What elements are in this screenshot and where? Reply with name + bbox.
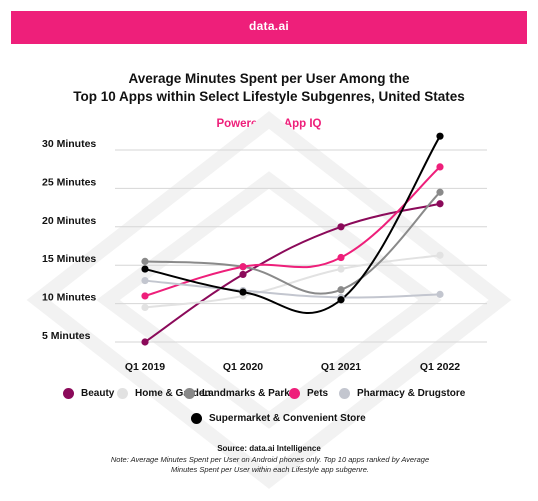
source-text: Source: data.ai Intelligence: [217, 444, 321, 453]
chart-title-line-1: Average Minutes Spent per User Among the: [128, 71, 410, 86]
legend-swatch: [289, 388, 300, 399]
series-lines: [144, 135, 441, 343]
legend-label: Supermarket & Convenient Store: [209, 413, 366, 424]
legend-item-beauty: Beauty: [63, 388, 114, 399]
data-point-beauty: [337, 223, 345, 231]
legend-item-home-garden: Home & Garden: [117, 388, 211, 399]
note-text: Note: Average Minutes Spent per User on …: [110, 455, 430, 474]
legend-item-pets: Pets: [289, 388, 328, 399]
series-line-supermarket-convenient-store: [144, 135, 441, 314]
legend-label: Pets: [307, 388, 329, 399]
data-point-pharmacy-drugstore: [141, 276, 149, 285]
series-points: [141, 132, 444, 346]
x-axis-tick-labels: Q1 2019 Q1 2020 Q1 2021 Q1 2022: [125, 361, 460, 373]
chart-title-line-2: Top 10 Apps within Select Lifestyle Subg…: [73, 89, 465, 104]
y-tick-label: 10 Minutes: [42, 292, 96, 304]
legend-label: Beauty: [81, 388, 115, 399]
x-tick-label: Q1 2022: [420, 361, 460, 373]
x-tick-label: Q1 2019: [125, 361, 165, 373]
data-point-pets: [141, 292, 149, 300]
data-point-pets: [436, 163, 444, 171]
legend-label: Pharmacy & Drugstore: [357, 388, 466, 399]
legend-item-landmarks-parks: Landmarks & Parks: [184, 388, 295, 399]
data-point-home-garden: [436, 251, 444, 259]
data-point-beauty: [239, 270, 247, 279]
legend-label: Landmarks & Parks: [202, 388, 296, 399]
x-tick-label: Q1 2021: [321, 361, 361, 373]
data-point-landmarks-parks: [337, 286, 345, 294]
data-point-supermarket-convenient-store: [239, 288, 247, 296]
legend-item-supermarket-convenient-store: Supermarket & Convenient Store: [191, 413, 366, 424]
y-axis-tick-labels: 5 Minutes 10 Minutes 15 Minutes 20 Minutes 2…: [42, 138, 96, 342]
data-point-home-garden: [141, 303, 149, 312]
legend-swatch: [184, 388, 195, 399]
data-point-pharmacy-drugstore: [436, 290, 444, 298]
series-line-pets: [144, 166, 441, 297]
legend-swatch: [63, 388, 74, 399]
x-tick-label: Q1 2020: [223, 361, 263, 373]
data-point-landmarks-parks: [436, 188, 444, 196]
legend-label: Home & Garden: [135, 388, 211, 399]
legend-swatch: [117, 388, 128, 399]
y-tick-label: 30 Minutes: [42, 138, 96, 150]
legend-item-pharmacy-drugstore: Pharmacy & Drugstore: [339, 388, 465, 399]
data-point-landmarks-parks: [141, 257, 149, 265]
data-point-beauty: [436, 200, 444, 208]
y-tick-label: 25 Minutes: [42, 176, 96, 188]
data-point-pets: [337, 253, 345, 262]
header-banner: data.ai: [11, 11, 527, 44]
y-tick-label: 15 Minutes: [42, 253, 96, 265]
series-line-pharmacy-drugstore: [144, 279, 441, 299]
watermark-diamond: [26, 111, 512, 489]
series-line-home-garden: [144, 254, 441, 309]
data-point-supermarket-convenient-store: [141, 265, 149, 273]
brand-logo: data.ai: [248, 19, 290, 33]
y-tick-label: 20 Minutes: [42, 215, 96, 227]
data-point-pets: [239, 263, 247, 271]
series-line-landmarks-parks: [144, 191, 441, 295]
legend-swatch: [339, 388, 350, 399]
data-point-supermarket-convenient-store: [436, 132, 444, 140]
legend-swatch: [191, 413, 202, 424]
y-tick-label: 5 Minutes: [42, 330, 91, 342]
data-point-supermarket-convenient-store: [337, 296, 345, 304]
data-point-beauty: [141, 338, 149, 346]
data-point-home-garden: [337, 265, 345, 273]
